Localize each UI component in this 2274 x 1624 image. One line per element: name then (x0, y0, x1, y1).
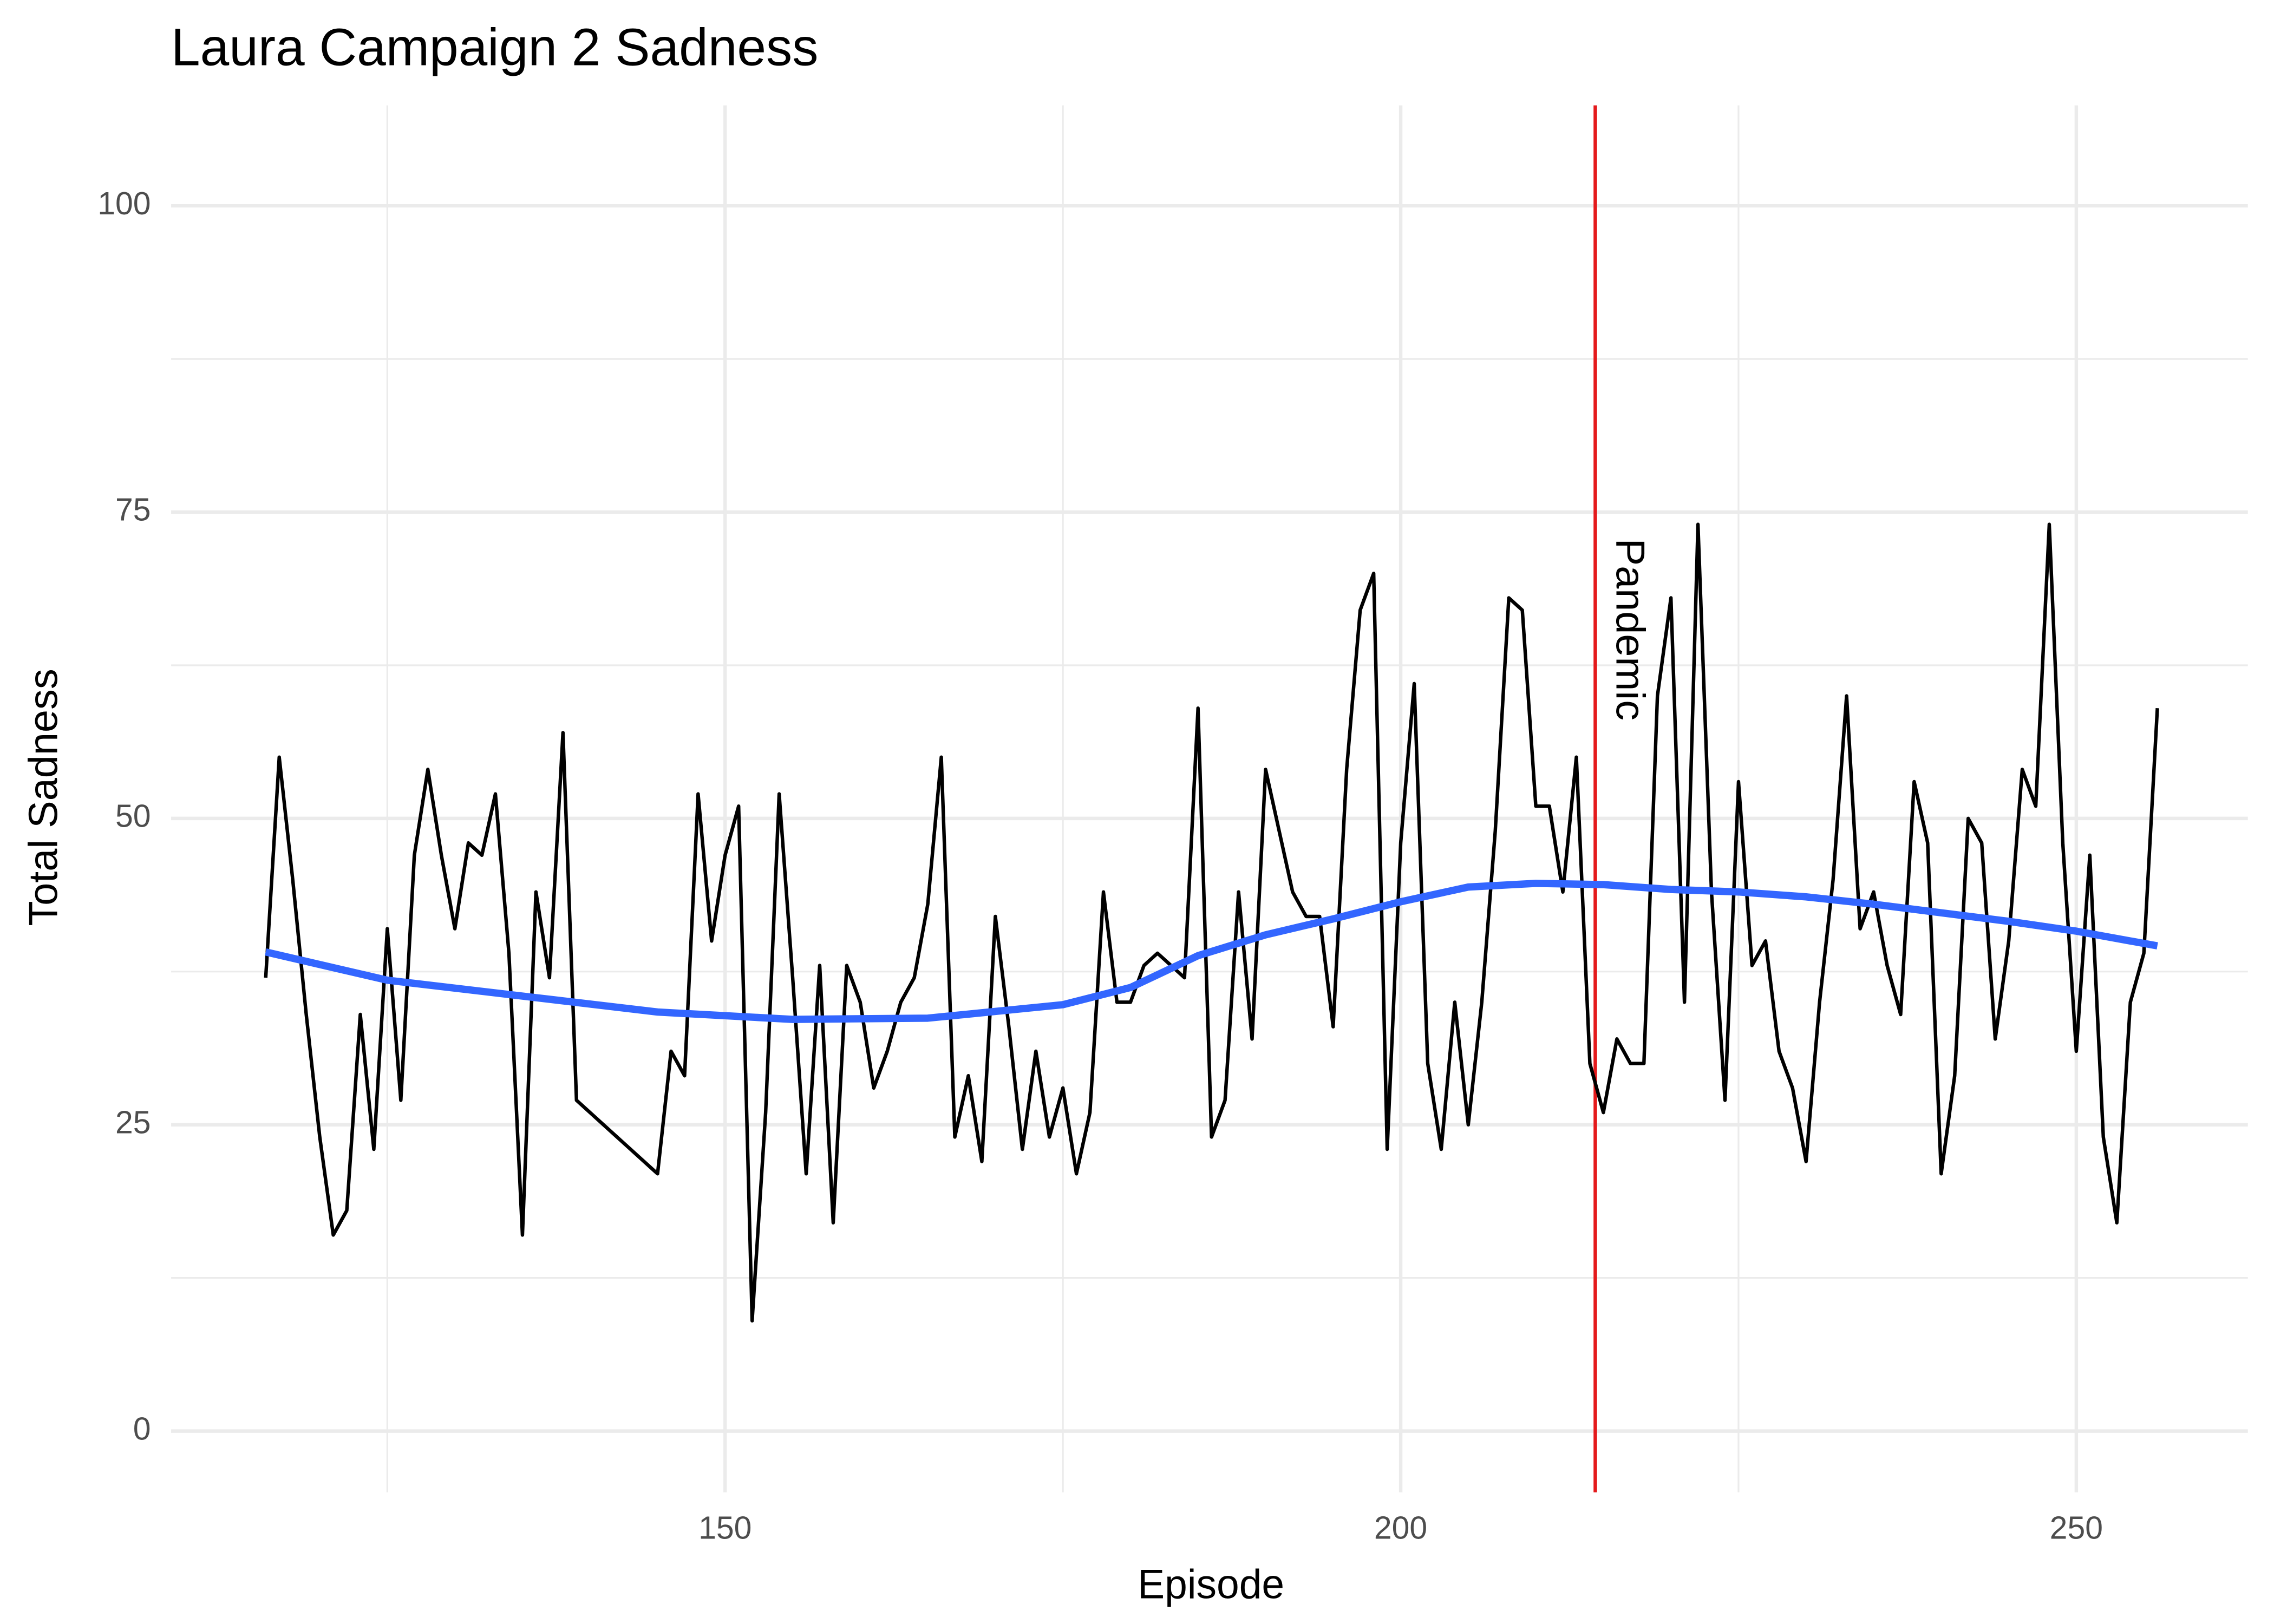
y-tick-label: 50 (115, 797, 151, 834)
series-line (264, 522, 2159, 1323)
annotation-label: Pandemic (1608, 539, 1654, 721)
y-axis-label: Total Sadness (21, 669, 66, 926)
x-tick-label: 200 (1374, 1509, 1427, 1546)
series-line (265, 880, 2158, 1023)
y-tick-label: 0 (133, 1410, 151, 1446)
y-tick-label: 75 (115, 492, 151, 528)
x-tick-label: 250 (2050, 1509, 2103, 1546)
x-tick-label: 150 (698, 1509, 752, 1546)
y-tick-label: 100 (97, 185, 151, 221)
x-axis-label: Episode (1138, 1561, 1284, 1607)
chart-title: Laura Campaign 2 Sadness (171, 17, 818, 76)
y-tick-label: 25 (115, 1104, 151, 1140)
